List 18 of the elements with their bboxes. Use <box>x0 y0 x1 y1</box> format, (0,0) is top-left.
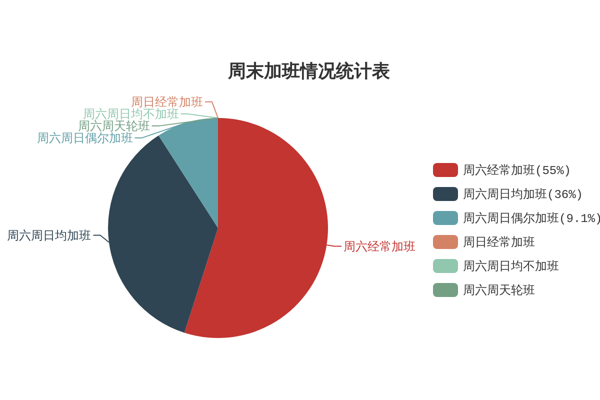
legend-label: 周日经常加班 <box>463 236 535 250</box>
slice-label: 周六周日均加班 <box>7 228 92 242</box>
slice-label: 周六周日偶尔加班 <box>36 130 133 145</box>
pie-slice <box>184 118 328 338</box>
data-label: (9.1%) <box>559 212 600 226</box>
legend-label: 周六周日均加班 <box>463 188 547 202</box>
category-label: 周六周天轮班 <box>78 118 150 133</box>
data-label: (36%) <box>547 188 584 202</box>
legend-label: 周六经常加班 <box>463 164 535 178</box>
category-label: 周日经常加班 <box>131 94 203 109</box>
category-label: 周六周日均不加班 <box>82 106 179 121</box>
legend-label: 周六周日均不加班 <box>463 260 559 274</box>
slice-label: 周六经常加班 <box>344 239 416 254</box>
legend-label: 周六周日偶尔加班 <box>463 212 559 226</box>
data-label: (55%) <box>535 164 572 178</box>
pie-slice <box>158 118 218 228</box>
legend-label: 周六周天轮班 <box>463 284 535 298</box>
chart-title: 周末加班情况统计表 <box>226 60 391 83</box>
